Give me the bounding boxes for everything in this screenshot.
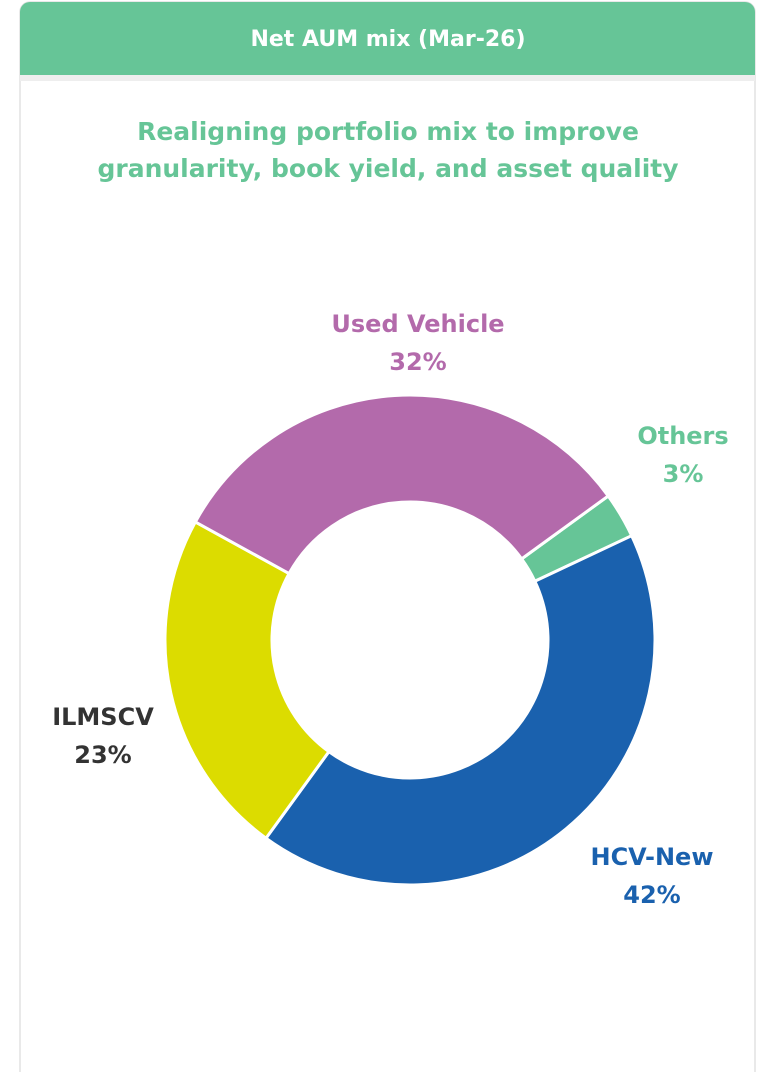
header-shadow bbox=[20, 75, 755, 81]
segment-value-label: 3% bbox=[663, 460, 704, 488]
donut-segment bbox=[193, 393, 611, 576]
chart-subtitle: Realigning portfolio mix to improve bbox=[137, 117, 639, 146]
segment-label: Others bbox=[637, 422, 728, 450]
segment-label: Used Vehicle bbox=[331, 310, 504, 338]
card-header bbox=[20, 2, 755, 75]
donut-segment bbox=[263, 533, 657, 887]
segment-label: ILMSCV bbox=[52, 703, 154, 731]
chart-subtitle: granularity, book yield, and asset quali… bbox=[97, 154, 678, 183]
segment-value-label: 23% bbox=[74, 741, 131, 769]
donut-segment bbox=[163, 519, 331, 841]
chart-title: Net AUM mix (Mar-26) bbox=[250, 27, 525, 52]
segment-value-label: 42% bbox=[623, 881, 680, 909]
segment-value-label: 32% bbox=[389, 348, 446, 376]
segment-label: HCV-New bbox=[590, 843, 713, 871]
